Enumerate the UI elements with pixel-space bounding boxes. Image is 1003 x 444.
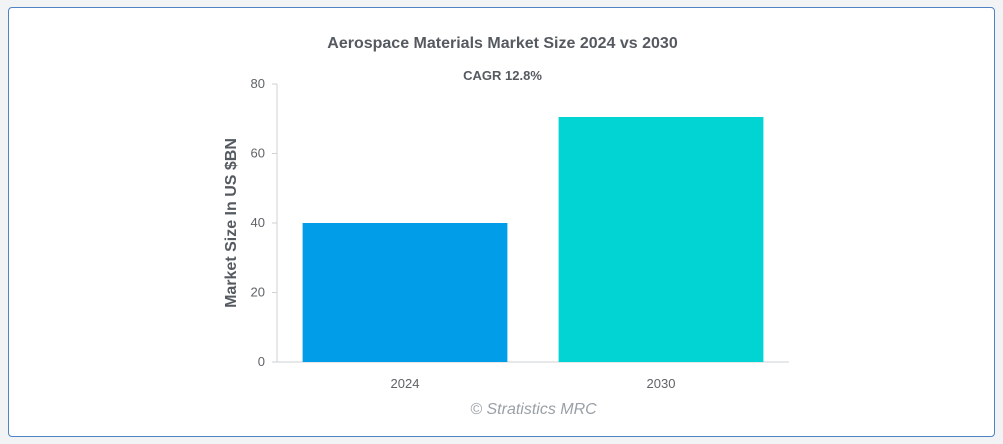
y-axis-title: Market Size In US $BN bbox=[223, 138, 240, 308]
chart-card: Aerospace Materials Market Size 2024 vs … bbox=[8, 7, 995, 437]
bar-2024[interactable] bbox=[302, 223, 508, 362]
watermark: © Stratistics MRC bbox=[470, 401, 597, 418]
bar-chart: 0 20 40 60 80 2024 2030 Market Size In US $BN bbox=[223, 76, 789, 391]
y-tick-label: 0 bbox=[258, 354, 265, 369]
x-tick-label: 2024 bbox=[391, 376, 420, 391]
x-tick-label: 2030 bbox=[647, 376, 676, 391]
bar-2030[interactable] bbox=[558, 117, 764, 362]
y-tick-label: 20 bbox=[251, 285, 265, 300]
x-axis: 2024 2030 bbox=[277, 361, 789, 391]
chart-subtitle: CAGR 12.8% bbox=[463, 68, 542, 83]
y-axis: 0 20 40 60 80 bbox=[251, 76, 278, 369]
y-tick-label: 80 bbox=[251, 76, 265, 91]
y-tick-label: 60 bbox=[251, 146, 265, 161]
chart-title: Aerospace Materials Market Size 2024 vs … bbox=[327, 35, 678, 52]
y-tick-label: 40 bbox=[251, 215, 265, 230]
bars bbox=[302, 117, 764, 362]
